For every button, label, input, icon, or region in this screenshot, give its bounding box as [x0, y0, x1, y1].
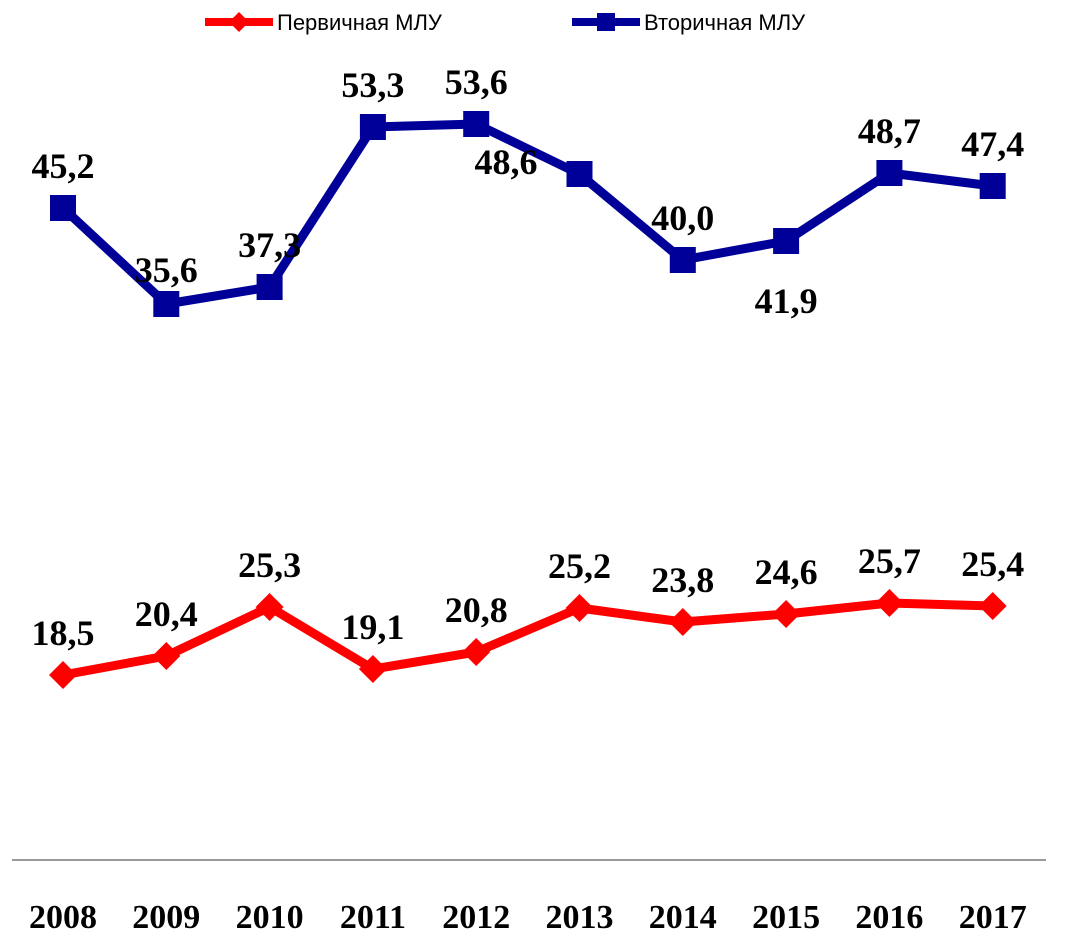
legend-marker [229, 12, 249, 32]
data-label: 25,4 [961, 544, 1024, 584]
data-label: 24,6 [755, 552, 818, 592]
x-tick-label: 2010 [236, 899, 304, 936]
series [50, 111, 1006, 317]
data-label: 37,3 [238, 225, 301, 265]
x-tick-label: 2009 [132, 899, 200, 936]
x-tick-label: 2017 [959, 899, 1027, 936]
data-label: 20,4 [135, 594, 198, 634]
data-label: 25,3 [238, 545, 301, 585]
data-label: 20,8 [445, 590, 508, 630]
x-tick-label: 2013 [546, 899, 614, 936]
data-label: 25,2 [548, 546, 611, 586]
data-label: 18,5 [32, 613, 95, 653]
data-label: 23,8 [651, 560, 714, 600]
marker [256, 274, 283, 300]
line [62, 598, 993, 680]
data-label: 45,2 [32, 146, 95, 186]
data-label: 53,6 [445, 62, 508, 102]
marker [875, 589, 904, 617]
data-label: 53,3 [341, 65, 404, 105]
marker [462, 638, 491, 666]
data-label: 40,0 [651, 198, 714, 238]
marker [152, 642, 181, 670]
marker [153, 291, 180, 317]
marker [566, 161, 593, 187]
legend-label: Вторичная МЛУ [644, 10, 806, 35]
marker [463, 111, 490, 137]
marker [669, 247, 696, 273]
x-tick-label: 2008 [29, 899, 97, 936]
marker [772, 600, 801, 628]
marker [876, 160, 903, 186]
line [59, 119, 994, 309]
x-tick-label: 2015 [752, 899, 820, 936]
marker [978, 592, 1007, 620]
x-tick-label: 2011 [340, 899, 406, 936]
data-label: 35,6 [135, 250, 198, 290]
legend-marker [597, 13, 615, 31]
marker [358, 655, 387, 683]
marker [668, 608, 697, 636]
data-label: 19,1 [341, 607, 404, 647]
marker [50, 195, 76, 221]
marker [979, 173, 1006, 199]
data-label: 48,6 [475, 142, 538, 182]
marker [255, 593, 284, 621]
marker [359, 114, 386, 140]
legend-label: Первичная МЛУ [277, 10, 443, 35]
x-tick-label: 2012 [442, 899, 510, 936]
data-label: 25,7 [858, 541, 921, 581]
data-label: 48,7 [858, 111, 921, 151]
x-tick-label: 2014 [649, 899, 717, 936]
data-label: 47,4 [961, 124, 1024, 164]
series [49, 589, 1007, 689]
data-label: 41,9 [755, 281, 818, 321]
marker [49, 661, 77, 689]
x-tick-label: 2016 [855, 899, 923, 936]
marker [773, 228, 800, 254]
marker [565, 594, 594, 622]
